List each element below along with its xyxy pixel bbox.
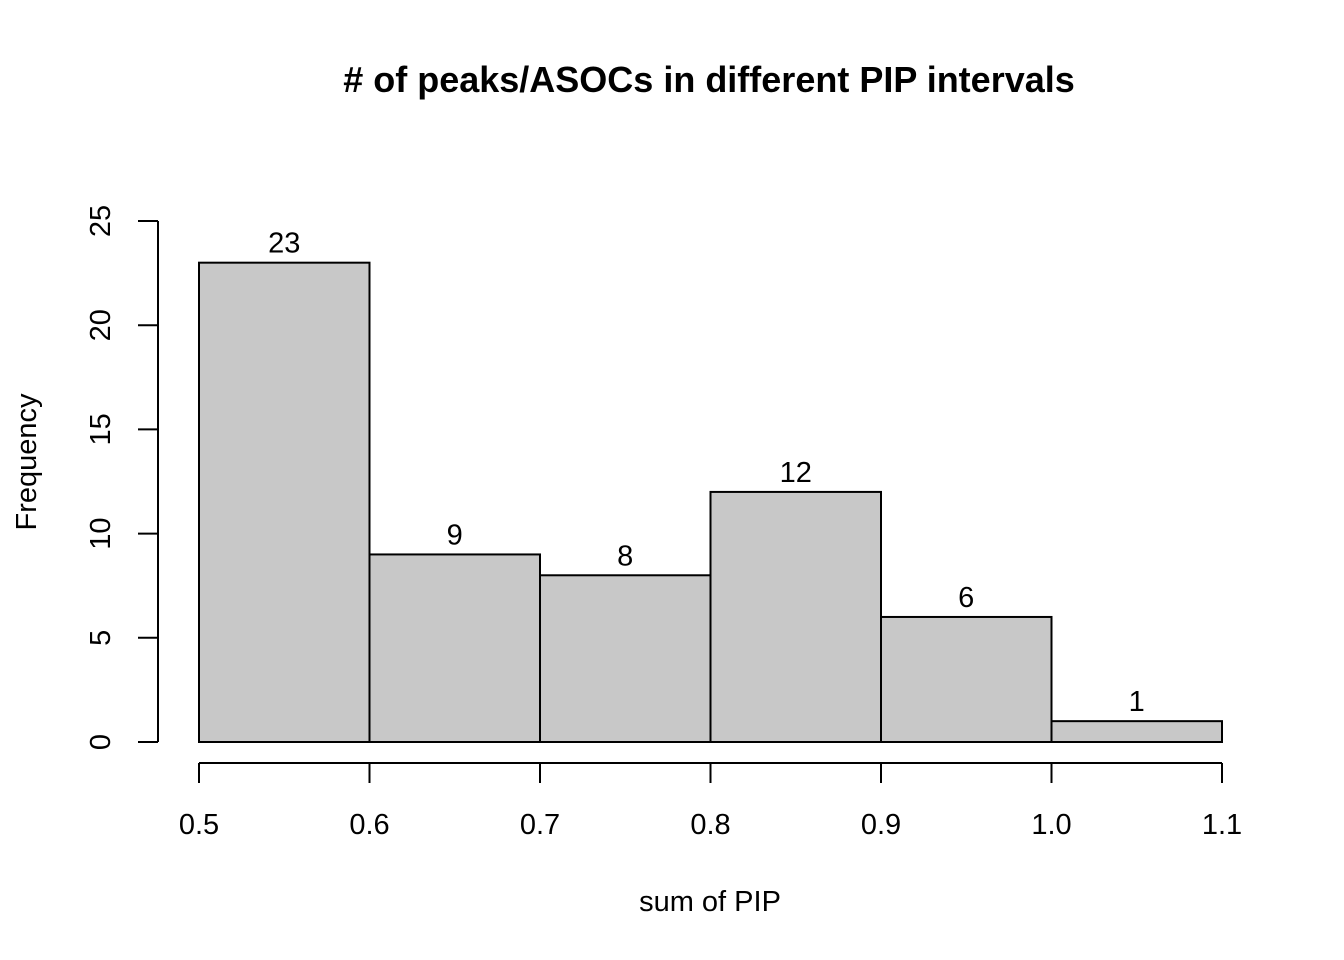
y-axis-label: Frequency <box>11 393 43 531</box>
x-axis-label: sum of PIP <box>639 886 781 918</box>
histogram-bar <box>198 261 371 743</box>
y-tick-label: 10 <box>85 517 117 549</box>
histogram-bar <box>1050 720 1223 743</box>
chart-title: # of peaks/ASOCs in different PIP interv… <box>343 59 1075 100</box>
bar-value-label: 23 <box>268 228 300 260</box>
bar-value-label: 8 <box>617 540 633 572</box>
y-tick-label: 20 <box>85 309 117 341</box>
bar-value-label: 9 <box>447 519 463 551</box>
bars-group <box>198 261 1223 744</box>
y-tick-label: 0 <box>85 734 117 750</box>
x-tick-label: 1.1 <box>1202 809 1242 841</box>
x-tick-label: 0.5 <box>179 809 219 841</box>
x-tick-label: 1.0 <box>1031 809 1071 841</box>
bar-value-label: 1 <box>1129 686 1145 718</box>
y-tick-label: 5 <box>85 630 117 646</box>
x-tick-label: 0.8 <box>690 809 730 841</box>
y-tick-label: 25 <box>85 205 117 237</box>
histogram-bar <box>539 574 712 744</box>
bar-value-label: 6 <box>958 582 974 614</box>
x-tick-label: 0.7 <box>520 809 560 841</box>
y-axis: 0 5 10 15 20 25 <box>85 205 159 750</box>
x-tick-label: 0.6 <box>349 809 389 841</box>
bar-value-label: 12 <box>780 457 812 489</box>
x-tick-label: 0.9 <box>861 809 901 841</box>
histogram-bar <box>709 490 882 744</box>
y-tick-label: 15 <box>85 413 117 445</box>
histogram-bar <box>880 615 1053 744</box>
bar-labels-group: 23 9 8 12 6 1 <box>268 228 1145 718</box>
x-axis: 0.5 0.6 0.7 0.8 0.9 1.0 1.1 <box>179 762 1242 841</box>
histogram-bar <box>368 553 541 743</box>
